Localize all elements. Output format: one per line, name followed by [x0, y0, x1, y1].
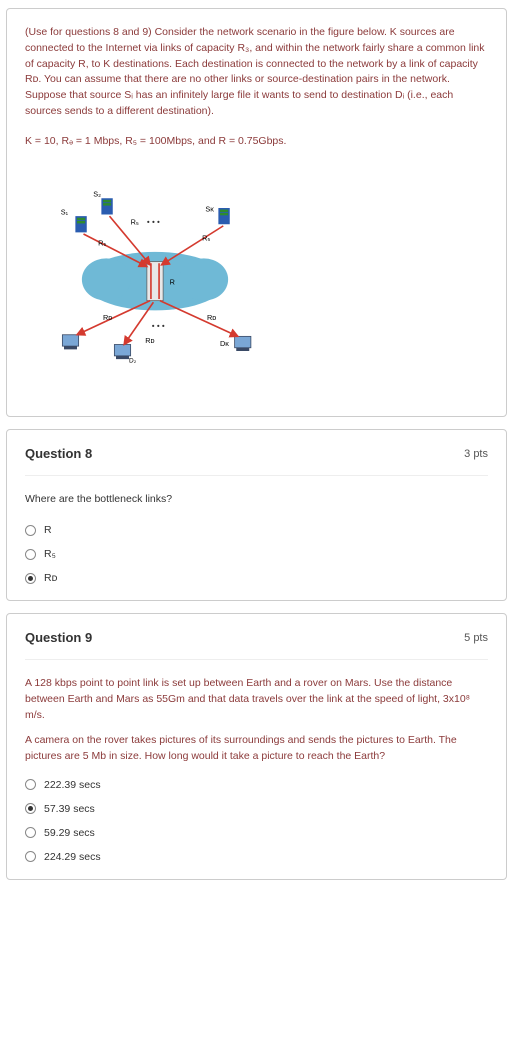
radio-icon	[25, 827, 36, 838]
label-rs1: R₅	[131, 218, 139, 227]
intro-text: (Use for questions 8 and 9) Consider the…	[25, 25, 488, 120]
question-8-card: Question 8 3 pts Where are the bottlenec…	[6, 429, 507, 601]
option-label: 59.29 secs	[44, 827, 95, 839]
q9-option-2[interactable]: 57.39 secs	[25, 803, 488, 815]
pc-d1	[62, 335, 78, 350]
label-rs2: R₅	[98, 239, 106, 248]
q9-option-3[interactable]: 59.29 secs	[25, 827, 488, 839]
option-label: 222.39 secs	[44, 779, 101, 791]
q9-option-4[interactable]: 224.29 secs	[25, 851, 488, 863]
option-label: Rᴅ	[44, 572, 57, 584]
option-label: 224.29 secs	[44, 851, 101, 863]
radio-icon	[25, 851, 36, 862]
pc-dk	[235, 337, 251, 352]
bottom-dots: • • •	[152, 322, 165, 331]
q8-option-rd[interactable]: Rᴅ	[25, 572, 488, 584]
option-label: R₅	[44, 548, 56, 560]
label-r: R	[170, 278, 175, 287]
question-9-card: Question 9 5 pts A 128 kbps point to poi…	[6, 613, 507, 880]
q8-title: Question 8	[25, 446, 92, 461]
q8-prompt: Where are the bottleneck links?	[25, 492, 488, 508]
option-label: R	[44, 524, 52, 536]
q9-option-1[interactable]: 222.39 secs	[25, 779, 488, 791]
q9-para1: A 128 kbps point to point link is set up…	[25, 676, 488, 723]
label-rd2: Rᴅ	[145, 336, 154, 345]
label-s2: S₂	[93, 190, 101, 199]
q8-option-r[interactable]: R	[25, 524, 488, 536]
label-dk: Dᴋ	[220, 339, 229, 348]
radio-icon	[25, 779, 36, 790]
radio-icon	[25, 573, 36, 584]
radio-icon	[25, 803, 36, 814]
q9-points: 5 pts	[464, 632, 488, 644]
q8-points: 3 pts	[464, 448, 488, 460]
q8-header: Question 8 3 pts	[25, 446, 488, 476]
radio-icon	[25, 549, 36, 560]
q9-header: Question 9 5 pts	[25, 630, 488, 660]
label-sk: Sᴋ	[205, 205, 214, 214]
option-label: 57.39 secs	[44, 803, 95, 815]
q9-title: Question 9	[25, 630, 92, 645]
network-diagram: R S₁ S₂ Sᴋ • • •	[25, 173, 488, 376]
q8-options: R R₅ Rᴅ	[25, 524, 488, 584]
label-rd3: Rᴅ	[207, 313, 216, 322]
server-s2	[101, 199, 112, 215]
intro-card: (Use for questions 8 and 9) Consider the…	[6, 8, 507, 417]
q8-option-rs[interactable]: R₅	[25, 548, 488, 560]
label-rd1: Rᴅ	[103, 313, 112, 322]
label-rs3: R₅	[202, 234, 210, 243]
pc-d2	[114, 345, 130, 360]
server-sk	[218, 208, 229, 224]
intro-params: K = 10, Rₔ = 1 Mbps, R₅ = 100Mbps, and R…	[25, 134, 488, 150]
q9-options: 222.39 secs 57.39 secs 59.29 secs 224.29…	[25, 779, 488, 863]
top-dots: • • •	[147, 218, 160, 227]
q9-para2: A camera on the rover takes pictures of …	[25, 733, 488, 765]
server-s1	[75, 216, 86, 232]
label-d2: D₂	[129, 358, 137, 365]
intro-block: (Use for questions 8 and 9) Consider the…	[25, 25, 488, 149]
label-s1: S₁	[61, 208, 69, 217]
radio-icon	[25, 525, 36, 536]
